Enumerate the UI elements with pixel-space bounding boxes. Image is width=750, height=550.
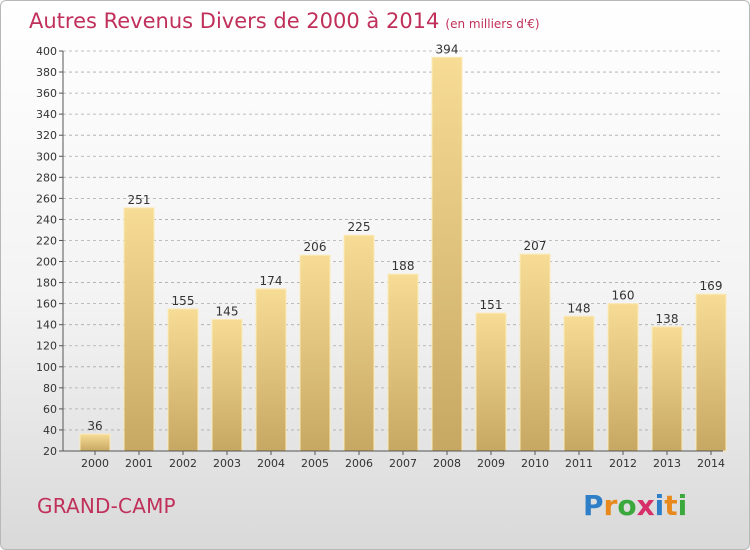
bar bbox=[79, 433, 111, 452]
bar bbox=[211, 318, 243, 452]
x-tick-label: 2010 bbox=[521, 457, 549, 470]
y-tick-label: 360 bbox=[36, 87, 57, 100]
chart-unit: (en milliers d'€) bbox=[445, 17, 540, 31]
y-tick-label: 40 bbox=[43, 424, 57, 437]
y-tick-label: 300 bbox=[36, 150, 57, 163]
bar-value-label: 138 bbox=[656, 312, 679, 326]
x-tick-label: 2012 bbox=[609, 457, 637, 470]
bar-value-label: 251 bbox=[128, 193, 151, 207]
bar-value-label: 160 bbox=[612, 289, 635, 303]
logo-letter: i bbox=[654, 489, 665, 522]
bar-value-label: 207 bbox=[524, 239, 547, 253]
bar-value-label: 394 bbox=[436, 42, 459, 56]
logo-letter: P bbox=[583, 489, 604, 522]
bar bbox=[387, 273, 419, 452]
bars: 36 251 155 145 174 206 225 188 394 151 207 148 160 13… bbox=[79, 42, 727, 452]
logo-letter: r bbox=[603, 489, 618, 522]
x-tick-label: 2003 bbox=[213, 457, 241, 470]
y-tick-label: 280 bbox=[36, 171, 57, 184]
bar-value-label: 36 bbox=[87, 419, 102, 433]
bar-value-label: 188 bbox=[392, 259, 415, 273]
bar bbox=[123, 207, 155, 452]
proxiti-logo: Proxiti bbox=[583, 489, 687, 522]
x-tick-label: 2014 bbox=[697, 457, 725, 470]
bar-value-label: 169 bbox=[700, 279, 723, 293]
bar-value-label: 155 bbox=[172, 294, 195, 308]
chart-title-text: Autres Revenus Divers de 2000 à 2014 bbox=[29, 9, 440, 33]
bar bbox=[255, 288, 287, 452]
x-tick-label: 2005 bbox=[301, 457, 329, 470]
bar bbox=[519, 253, 551, 452]
bar bbox=[299, 254, 331, 452]
y-tick-label: 100 bbox=[36, 361, 57, 374]
x-tick-label: 2002 bbox=[169, 457, 197, 470]
logo-letter: t bbox=[664, 489, 678, 522]
x-tick-label: 2006 bbox=[345, 457, 373, 470]
bar bbox=[475, 312, 507, 452]
bar-value-label: 225 bbox=[348, 220, 371, 234]
bar-value-label: 151 bbox=[480, 298, 503, 312]
bar bbox=[431, 56, 463, 452]
logo-letter: i bbox=[677, 489, 688, 522]
chart-title: Autres Revenus Divers de 2000 à 2014 (en … bbox=[29, 9, 540, 33]
x-tick-label: 2000 bbox=[81, 457, 109, 470]
bar bbox=[607, 303, 639, 452]
x-tick-label: 2013 bbox=[653, 457, 681, 470]
bar-value-label: 174 bbox=[260, 274, 283, 288]
bar bbox=[695, 293, 727, 452]
bar bbox=[563, 315, 595, 452]
y-tick-label: 80 bbox=[43, 382, 57, 395]
logo-letter: o bbox=[617, 489, 637, 522]
logo-letter: x bbox=[636, 489, 655, 522]
x-tick-label: 2011 bbox=[565, 457, 593, 470]
y-tick-label: 20 bbox=[43, 445, 57, 458]
bar-value-label: 145 bbox=[216, 304, 239, 318]
y-tick-label: 180 bbox=[36, 277, 57, 290]
y-tick-label: 340 bbox=[36, 108, 57, 121]
x-tick-label: 2004 bbox=[257, 457, 285, 470]
bar bbox=[167, 308, 199, 452]
y-tick-label: 160 bbox=[36, 298, 57, 311]
y-tick-label: 200 bbox=[36, 256, 57, 269]
y-tick-label: 140 bbox=[36, 319, 57, 332]
y-tick-label: 380 bbox=[36, 66, 57, 79]
y-tick-label: 60 bbox=[43, 403, 57, 416]
y-tick-label: 120 bbox=[36, 340, 57, 353]
y-tick-label: 320 bbox=[36, 129, 57, 142]
y-tick-label: 400 bbox=[36, 45, 57, 58]
axes: 20 40 60 80 100 120 140 160 180 200 220 240 260 280 30… bbox=[36, 45, 725, 470]
bar-value-label: 148 bbox=[568, 301, 591, 315]
y-tick-label: 220 bbox=[36, 234, 57, 247]
x-tick-label: 2001 bbox=[125, 457, 153, 470]
bar-value-label: 206 bbox=[304, 240, 327, 254]
x-tick-label: 2008 bbox=[433, 457, 461, 470]
y-tick-label: 240 bbox=[36, 213, 57, 226]
x-tick-label: 2007 bbox=[389, 457, 417, 470]
bar bbox=[343, 234, 375, 452]
y-tick-label: 260 bbox=[36, 192, 57, 205]
city-name: GRAND-CAMP bbox=[37, 494, 176, 518]
x-tick-label: 2009 bbox=[477, 457, 505, 470]
bar bbox=[651, 326, 683, 452]
